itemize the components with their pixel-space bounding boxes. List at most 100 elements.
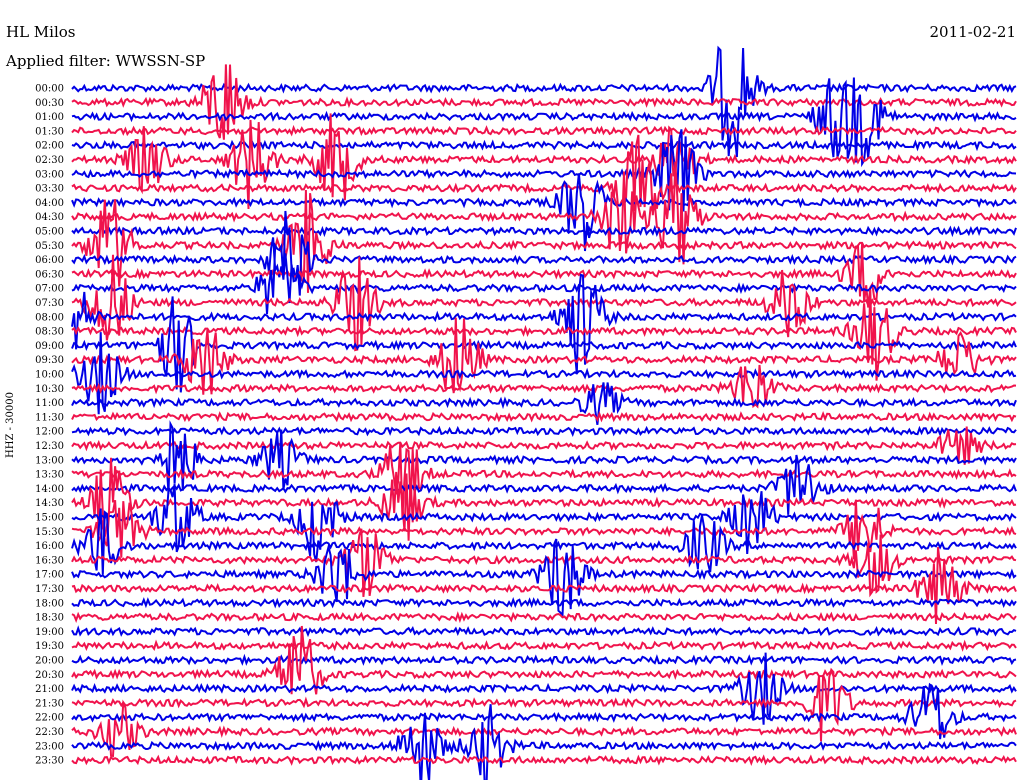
trace-row [71, 704, 1017, 780]
row-time-label: 01:00 [35, 112, 64, 123]
row-time-label: 14:30 [35, 498, 64, 509]
trace-row [71, 499, 1017, 560]
row-time-label: 23:30 [35, 756, 64, 767]
trace-row [71, 210, 1017, 296]
trace-row [71, 382, 1017, 425]
row-time-label: 11:30 [35, 412, 64, 423]
trace-row [71, 699, 1017, 758]
trace-row [71, 242, 1017, 315]
trace-row [71, 457, 1017, 547]
row-time-label: 03:30 [35, 184, 64, 195]
channel-label: HHZ - 30000 [5, 392, 16, 458]
trace-row [71, 296, 1017, 393]
trace-row [71, 420, 1017, 494]
trace-row [71, 508, 1017, 575]
trace-row [71, 625, 1017, 695]
trace-row [71, 483, 1017, 563]
trace-row [71, 682, 1017, 740]
trace-row [71, 410, 1017, 423]
trace-row [71, 224, 1017, 238]
trace-row [71, 273, 1017, 375]
row-time-label: 06:00 [35, 255, 64, 266]
row-time-label: 10:30 [35, 384, 64, 395]
row-time-label: 20:00 [35, 656, 64, 667]
row-time-label: 09:30 [35, 355, 64, 366]
row-time-label: 06:30 [35, 269, 64, 280]
row-time-label: 18:00 [35, 598, 64, 609]
row-time-label: 04:30 [35, 212, 64, 223]
seismic-traces [71, 45, 1017, 780]
row-time-label: 17:30 [35, 584, 64, 595]
row-time-label: 21:30 [35, 698, 64, 709]
trace-row [71, 124, 1017, 137]
trace-row [71, 139, 1017, 152]
row-time-label: 00:30 [35, 98, 64, 109]
trace-row [71, 254, 1017, 352]
trace-row [71, 173, 1017, 252]
row-time-label: 23:00 [35, 741, 64, 752]
trace-row [71, 639, 1017, 652]
filter-label: Applied filter: WWSSN-SP [5, 52, 205, 70]
row-time-label: 02:00 [35, 141, 64, 152]
row-time-label: 01:30 [35, 126, 64, 137]
trace-row [71, 754, 1017, 767]
record-date: 2011-02-21 [930, 23, 1016, 41]
trace-row [71, 289, 1017, 381]
row-time-label: 16:30 [35, 555, 64, 566]
trace-row [71, 243, 1017, 308]
trace-row [71, 528, 1017, 598]
trace-row [71, 625, 1017, 638]
trace-row [71, 364, 1017, 409]
row-time-label: 12:00 [35, 427, 64, 438]
row-time-label: 09:00 [35, 341, 64, 352]
trace-row [71, 129, 1017, 212]
row-time-label: 07:30 [35, 298, 64, 309]
trace-row [71, 189, 1017, 293]
trace-row [71, 538, 1017, 619]
trace-row [71, 425, 1017, 438]
trace-row [71, 652, 1017, 725]
row-time-label: 13:30 [35, 470, 64, 481]
row-time-label: 00:00 [35, 84, 64, 95]
trace-row [71, 667, 1017, 742]
trace-row [71, 454, 1017, 515]
row-time-label: 10:00 [35, 370, 64, 381]
row-time-label: 14:00 [35, 484, 64, 495]
row-time-label: 12:30 [35, 441, 64, 452]
row-time-label: 08:30 [35, 327, 64, 338]
row-time-label: 17:00 [35, 570, 64, 581]
row-time-label: 08:00 [35, 312, 64, 323]
trace-row [71, 611, 1017, 624]
trace-row [71, 113, 1017, 210]
row-time-label: 22:00 [35, 713, 64, 724]
trace-row [71, 546, 1017, 625]
trace-row [71, 332, 1017, 415]
row-time-label: 03:00 [35, 169, 64, 180]
row-time-label: 19:30 [35, 641, 64, 652]
row-time-label: 11:00 [35, 398, 64, 409]
row-time-label: 21:00 [35, 684, 64, 695]
row-time-label: 15:30 [35, 527, 64, 538]
row-time-label: 02:30 [35, 155, 64, 166]
trace-row [71, 442, 1017, 518]
row-time-label: 07:00 [35, 284, 64, 295]
row-time-label: 13:00 [35, 455, 64, 466]
row-time-labels: 00:00 00:30 01:00 01:30 02:00 02:30 03:00 03:30… [35, 84, 64, 767]
row-time-label: 20:30 [35, 670, 64, 681]
row-time-label: 22:30 [35, 727, 64, 738]
trace-row [71, 161, 1017, 265]
trace-row [71, 317, 1017, 395]
trace-row [71, 77, 1017, 168]
row-time-label: 05:00 [35, 227, 64, 238]
row-time-label: 16:00 [35, 541, 64, 552]
station-name: HL Milos [6, 23, 76, 41]
trace-row [71, 653, 1017, 666]
trace-row [71, 134, 1017, 216]
trace-row [71, 426, 1017, 465]
row-time-label: 05:30 [35, 241, 64, 252]
row-time-label: 19:00 [35, 627, 64, 638]
row-time-label: 15:00 [35, 513, 64, 524]
trace-row [71, 597, 1017, 609]
